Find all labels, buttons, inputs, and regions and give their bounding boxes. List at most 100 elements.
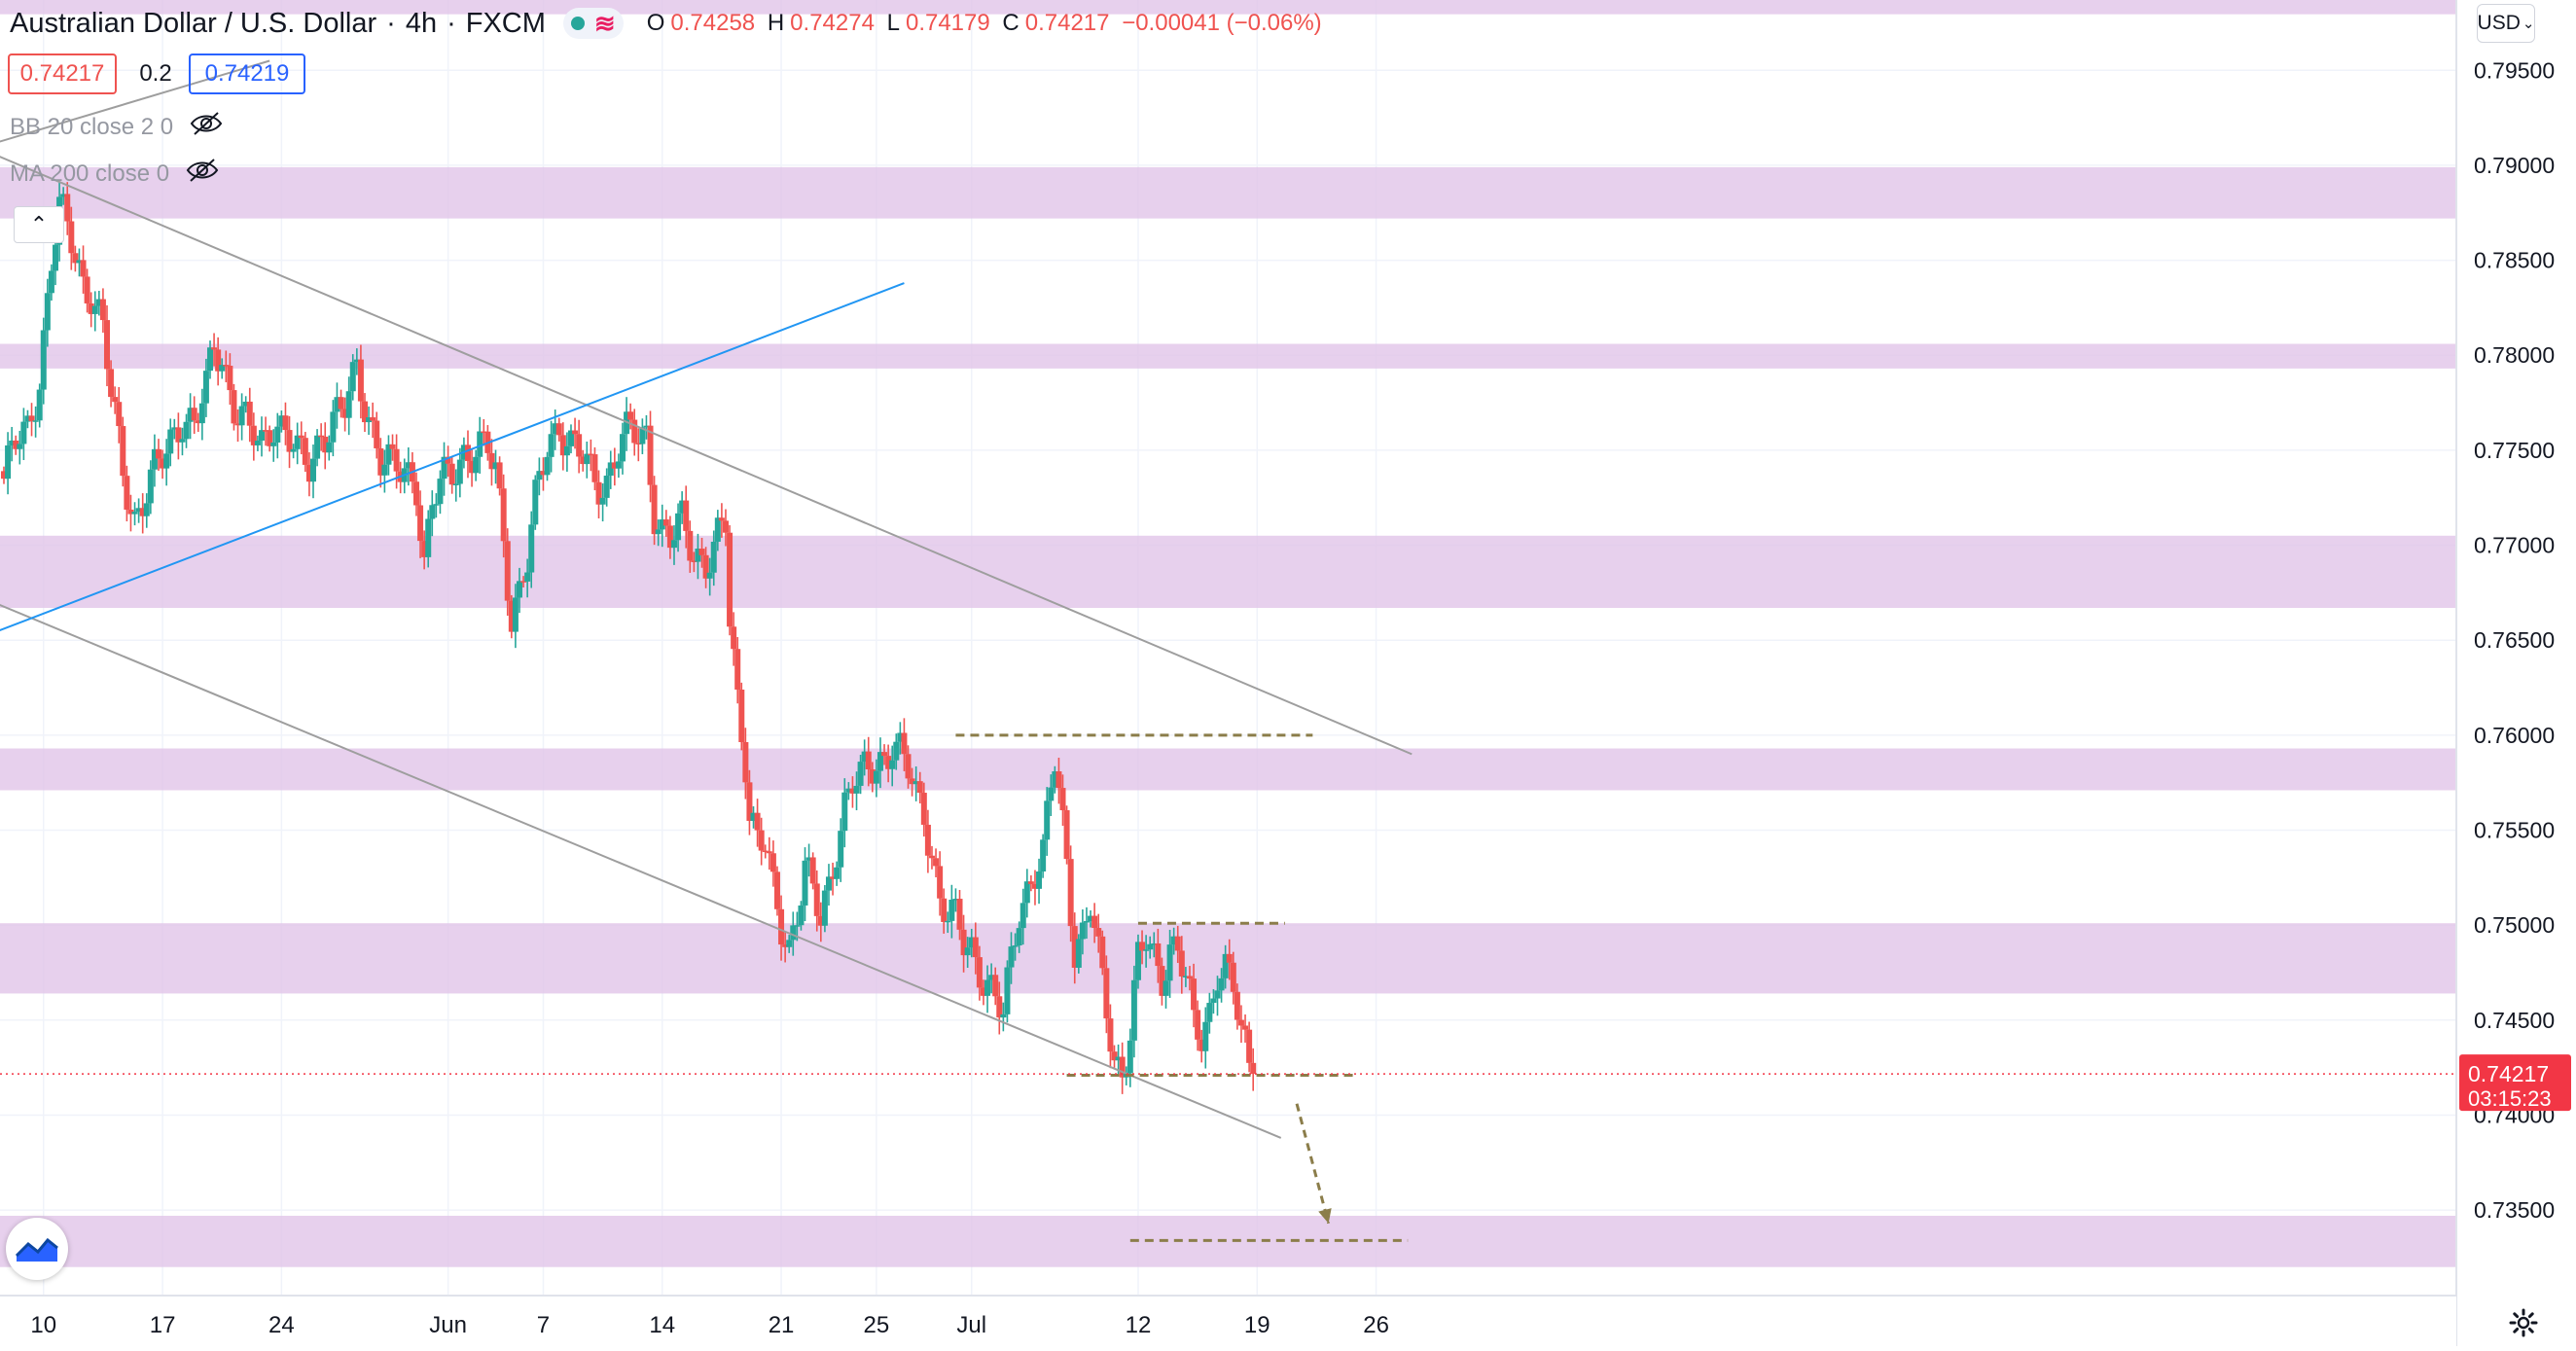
candle-body[interactable] <box>361 401 368 423</box>
candle-body[interactable] <box>817 915 824 926</box>
candle-body[interactable] <box>952 899 959 901</box>
candle-body[interactable] <box>834 867 841 879</box>
candle-body[interactable] <box>309 458 316 482</box>
candle-body[interactable] <box>1206 1003 1213 1022</box>
candle-body[interactable] <box>326 442 333 453</box>
candle-body[interactable] <box>576 434 583 457</box>
candle-body[interactable] <box>405 462 411 469</box>
candle-body[interactable] <box>702 554 709 579</box>
candle-body[interactable] <box>17 444 23 449</box>
candle-body[interactable] <box>456 459 463 484</box>
candle-body[interactable] <box>1111 1051 1118 1061</box>
candle-body[interactable] <box>341 409 348 418</box>
candle-body[interactable] <box>36 389 43 421</box>
candle-body[interactable] <box>1079 922 1086 940</box>
candle-body[interactable] <box>1191 978 1198 1011</box>
candle-body[interactable] <box>448 463 455 485</box>
candle-body[interactable] <box>1210 998 1217 1004</box>
candle-body[interactable] <box>1027 881 1034 884</box>
candle-body[interactable] <box>1166 944 1173 981</box>
candle-body[interactable] <box>452 483 459 485</box>
candle-body[interactable] <box>1044 800 1051 840</box>
candle-body[interactable] <box>338 397 344 409</box>
candle-body[interactable] <box>1000 1013 1007 1018</box>
supply-demand-zone[interactable] <box>0 1215 2456 1267</box>
candle-body[interactable] <box>124 476 130 510</box>
candle-body[interactable] <box>1052 771 1058 788</box>
candle-body[interactable] <box>242 401 249 407</box>
candle-body[interactable] <box>135 508 142 513</box>
candle-body[interactable] <box>1127 1040 1133 1074</box>
candle-body[interactable] <box>853 785 860 794</box>
candle-body[interactable] <box>1199 1039 1205 1051</box>
candle-body[interactable] <box>1226 953 1233 963</box>
candle-body[interactable] <box>1159 966 1165 996</box>
candle-body[interactable] <box>385 444 392 465</box>
candle-body[interactable] <box>28 415 35 422</box>
candle-body[interactable] <box>112 397 119 403</box>
trendline-channel[interactable] <box>0 150 1413 756</box>
candle-body[interactable] <box>532 480 539 525</box>
candle-body[interactable] <box>572 430 579 435</box>
buy-price-button[interactable]: 0.74219 <box>189 53 305 94</box>
candle-body[interactable] <box>1242 1025 1249 1030</box>
candle-body[interactable] <box>1250 1062 1257 1075</box>
source-label[interactable]: FXCM <box>465 7 546 39</box>
candle-body[interactable] <box>588 453 594 456</box>
candle-body[interactable] <box>928 855 935 859</box>
candle-body[interactable] <box>1040 839 1047 872</box>
candle-body[interactable] <box>1088 915 1094 922</box>
candle-body[interactable] <box>1130 979 1137 1041</box>
candle-body[interactable] <box>20 421 27 444</box>
candle-body[interactable] <box>473 456 480 474</box>
candle-body[interactable] <box>773 871 780 909</box>
candle-body[interactable] <box>322 436 329 453</box>
candle-body[interactable] <box>1036 871 1043 889</box>
candle-body[interactable] <box>441 456 447 480</box>
candle-body[interactable] <box>298 435 304 439</box>
candle-body[interactable] <box>421 541 428 557</box>
candle-body[interactable] <box>286 430 293 452</box>
candle-body[interactable] <box>412 481 419 506</box>
candle-body[interactable] <box>187 408 194 422</box>
candle-body[interactable] <box>941 898 948 922</box>
candle-body[interactable] <box>924 824 931 856</box>
candle-body[interactable] <box>246 401 253 426</box>
sell-price-button[interactable]: 0.74217 <box>8 53 117 94</box>
candle-body[interactable] <box>584 453 590 465</box>
candle-body[interactable] <box>758 830 765 851</box>
candle-body[interactable] <box>695 549 701 562</box>
symbol-name[interactable]: Australian Dollar / U.S. Dollar <box>10 7 377 39</box>
candle-body[interactable] <box>790 925 797 941</box>
candle-body[interactable] <box>809 857 816 884</box>
candle-body[interactable] <box>825 876 832 891</box>
trendline-channel[interactable] <box>0 59 270 146</box>
supply-demand-zone[interactable] <box>0 166 2456 219</box>
candle-body[interactable] <box>464 444 471 461</box>
candle-body[interactable] <box>171 427 178 430</box>
candle-body[interactable] <box>885 756 892 769</box>
candle-body[interactable] <box>1234 991 1240 1020</box>
candle-body[interactable] <box>44 293 51 331</box>
candle-body[interactable] <box>698 549 705 555</box>
candle-body[interactable] <box>912 781 919 785</box>
candle-body[interactable] <box>865 751 872 770</box>
time-axis[interactable] <box>0 1296 2456 1346</box>
candle-body[interactable] <box>238 406 245 426</box>
candle-body[interactable] <box>722 520 729 533</box>
candle-body[interactable] <box>108 369 115 398</box>
candle-body[interactable] <box>99 299 106 321</box>
candle-body[interactable] <box>802 860 808 906</box>
candle-body[interactable] <box>659 519 665 530</box>
candle-body[interactable] <box>599 497 606 505</box>
candle-body[interactable] <box>591 454 598 482</box>
candle-body[interactable] <box>305 464 312 482</box>
candle-body[interactable] <box>496 462 503 489</box>
candle-body[interactable] <box>278 415 285 427</box>
candle-body[interactable] <box>1218 978 1225 991</box>
candle-body[interactable] <box>314 435 321 459</box>
candle-body[interactable] <box>916 781 923 794</box>
candle-body[interactable] <box>95 299 102 306</box>
candle-body[interactable] <box>1071 926 1078 968</box>
candle-body[interactable] <box>131 512 138 515</box>
